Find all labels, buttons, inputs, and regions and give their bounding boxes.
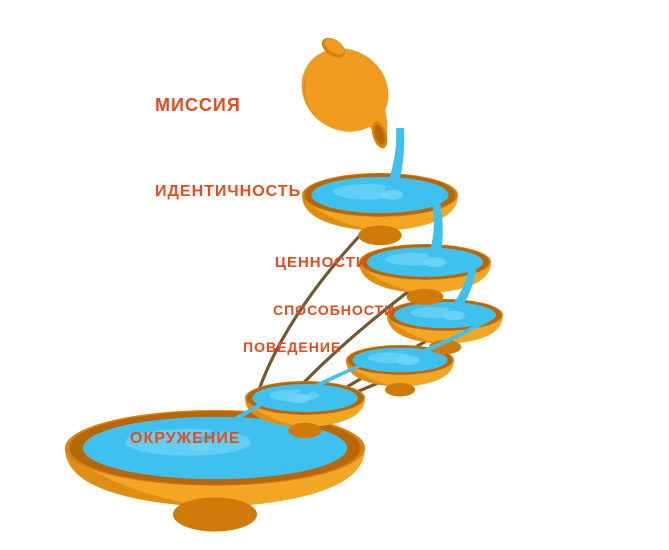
label-environment: ОКРУЖЕНИЕ [130, 430, 240, 448]
label-values: ЦЕННОСТИ [275, 254, 368, 271]
label-mission: МИССИЯ [155, 95, 241, 116]
scene-svg [0, 0, 669, 550]
label-behavior: ПОВЕДЕНИЕ [243, 339, 341, 355]
label-identity: ИДЕНТИЧНОСТЬ [155, 183, 301, 201]
fountain-diagram: МИССИЯ ИДЕНТИЧНОСТЬ ЦЕННОСТИ СПОСОБНОСТИ… [0, 0, 669, 550]
label-abilities: СПОСОБНОСТИ [273, 302, 395, 318]
